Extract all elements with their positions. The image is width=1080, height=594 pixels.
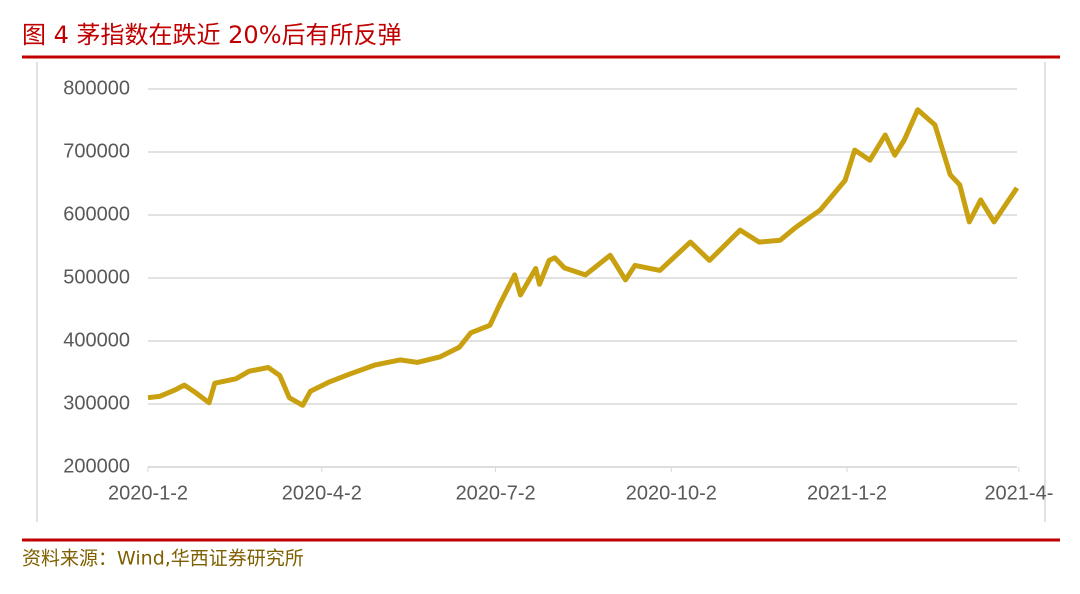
y-tick-label: 600000	[63, 203, 130, 225]
x-tick-label: 2020-4-2	[282, 482, 362, 504]
line-series	[147, 107, 1020, 408]
y-tick-label: 200000	[63, 455, 130, 477]
y-tick-label: 400000	[63, 329, 130, 351]
x-tick-label: 2020-7-2	[456, 482, 536, 504]
x-tick-label: 2020-10-2	[626, 482, 717, 504]
y-tick-label: 300000	[63, 392, 130, 414]
y-tick-label: 500000	[63, 266, 130, 288]
x-tick-label: 2020-1-2	[108, 482, 188, 504]
source-note: 资料来源：Wind,华西证券研究所	[22, 548, 304, 570]
x-tick-label: 2021-1-2	[807, 482, 887, 504]
y-tick-label: 800000	[63, 77, 130, 99]
y-tick-label: 700000	[63, 140, 130, 162]
x-tick-label: 2021-4-	[984, 482, 1053, 504]
chart-title: 图 4 茅指数在跌近 20%后有所反弹	[22, 21, 402, 49]
